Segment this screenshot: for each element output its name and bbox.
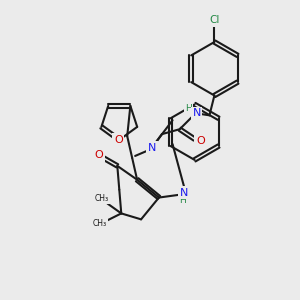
Text: N: N [179, 188, 188, 198]
Text: O: O [114, 135, 123, 145]
Text: O: O [94, 150, 103, 160]
Text: CH₃: CH₃ [94, 194, 109, 203]
Text: N: N [192, 108, 201, 118]
Text: H: H [185, 104, 192, 113]
Text: CH₃: CH₃ [92, 219, 106, 228]
Text: H: H [179, 196, 186, 205]
Text: Cl: Cl [209, 15, 220, 25]
Text: O: O [196, 136, 205, 146]
Text: N: N [148, 143, 156, 153]
